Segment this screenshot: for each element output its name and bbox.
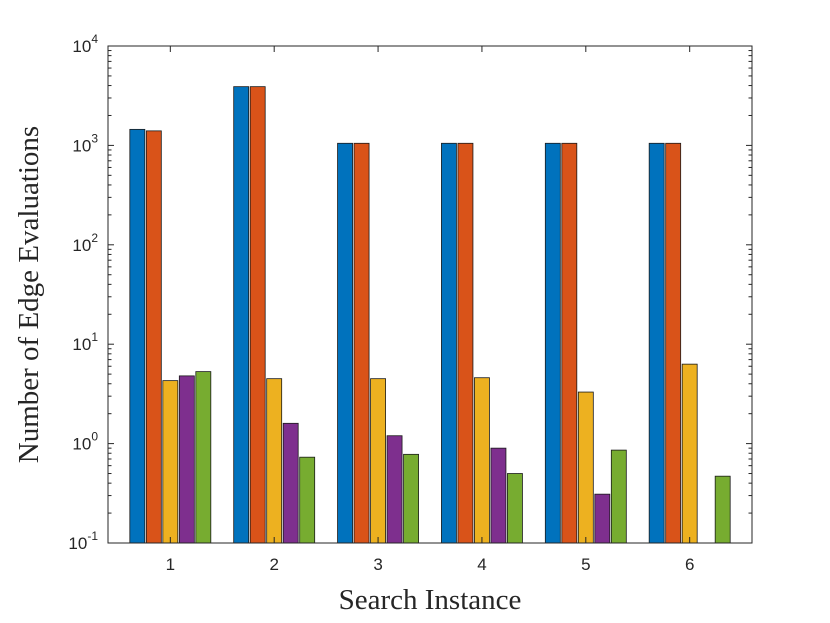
- axis-ticks: [108, 45, 752, 544]
- bar-series4-cat3: [386, 435, 403, 544]
- bar-series2-cat4: [457, 142, 474, 544]
- bar-series3-cat6: [681, 363, 698, 544]
- x-tick-label: 1: [166, 555, 175, 574]
- bar-series5-cat6: [714, 475, 731, 544]
- bar-series5-cat5: [610, 449, 627, 544]
- bar-series1-cat5: [544, 142, 561, 544]
- x-axis-label: Search Instance: [339, 584, 522, 616]
- bar-series1-cat1: [129, 128, 146, 544]
- bar-series2-cat3: [353, 142, 370, 544]
- bar-series1-cat6: [648, 142, 665, 544]
- bar-series5-cat2: [299, 456, 316, 544]
- x-tick-label: 4: [477, 555, 486, 574]
- bar-series3-cat3: [370, 378, 386, 544]
- bar-series4-cat1: [178, 375, 195, 544]
- bar-series1-cat3: [337, 142, 353, 544]
- x-tick-label: 5: [581, 555, 590, 574]
- bar-series3-cat4: [474, 377, 490, 544]
- bar-series3-cat2: [266, 378, 283, 544]
- x-tick-label: 2: [269, 555, 278, 574]
- bar-series3-cat1: [162, 380, 179, 544]
- bar-series5-cat4: [507, 473, 523, 544]
- plot-area-frame: [107, 45, 753, 544]
- x-tick-label: 6: [685, 555, 694, 574]
- bar-series2-cat2: [249, 86, 266, 544]
- x-tick-labels: 1 2 3 4 5 6: [166, 555, 695, 574]
- y-tick-label: 104: [72, 32, 98, 56]
- y-tick-label: 100: [72, 430, 98, 454]
- bar-series1-cat2: [233, 86, 250, 544]
- bar-series4-cat4: [490, 447, 507, 544]
- bar-series5-cat3: [403, 453, 419, 544]
- y-tick-label: 101: [72, 330, 98, 354]
- y-axis-label: Number of Edge Evaluations: [13, 126, 45, 463]
- bars-group: [129, 86, 731, 544]
- x-tick-label: 3: [373, 555, 382, 574]
- y-tick-labels: 10-1 100 101 102 103 104: [68, 32, 98, 553]
- y-tick-label: 10-1: [68, 529, 98, 553]
- y-tick-label: 103: [72, 131, 98, 155]
- y-tick-label: 102: [72, 231, 98, 255]
- bar-series1-cat4: [441, 142, 457, 544]
- bar-series5-cat1: [195, 371, 212, 544]
- bar-series4-cat2: [282, 422, 299, 544]
- bar-series3-cat5: [577, 391, 594, 544]
- bar-series2-cat5: [561, 142, 578, 544]
- bar-series4-cat5: [594, 493, 611, 544]
- bar-series2-cat1: [145, 130, 162, 544]
- bar-series2-cat6: [665, 142, 682, 544]
